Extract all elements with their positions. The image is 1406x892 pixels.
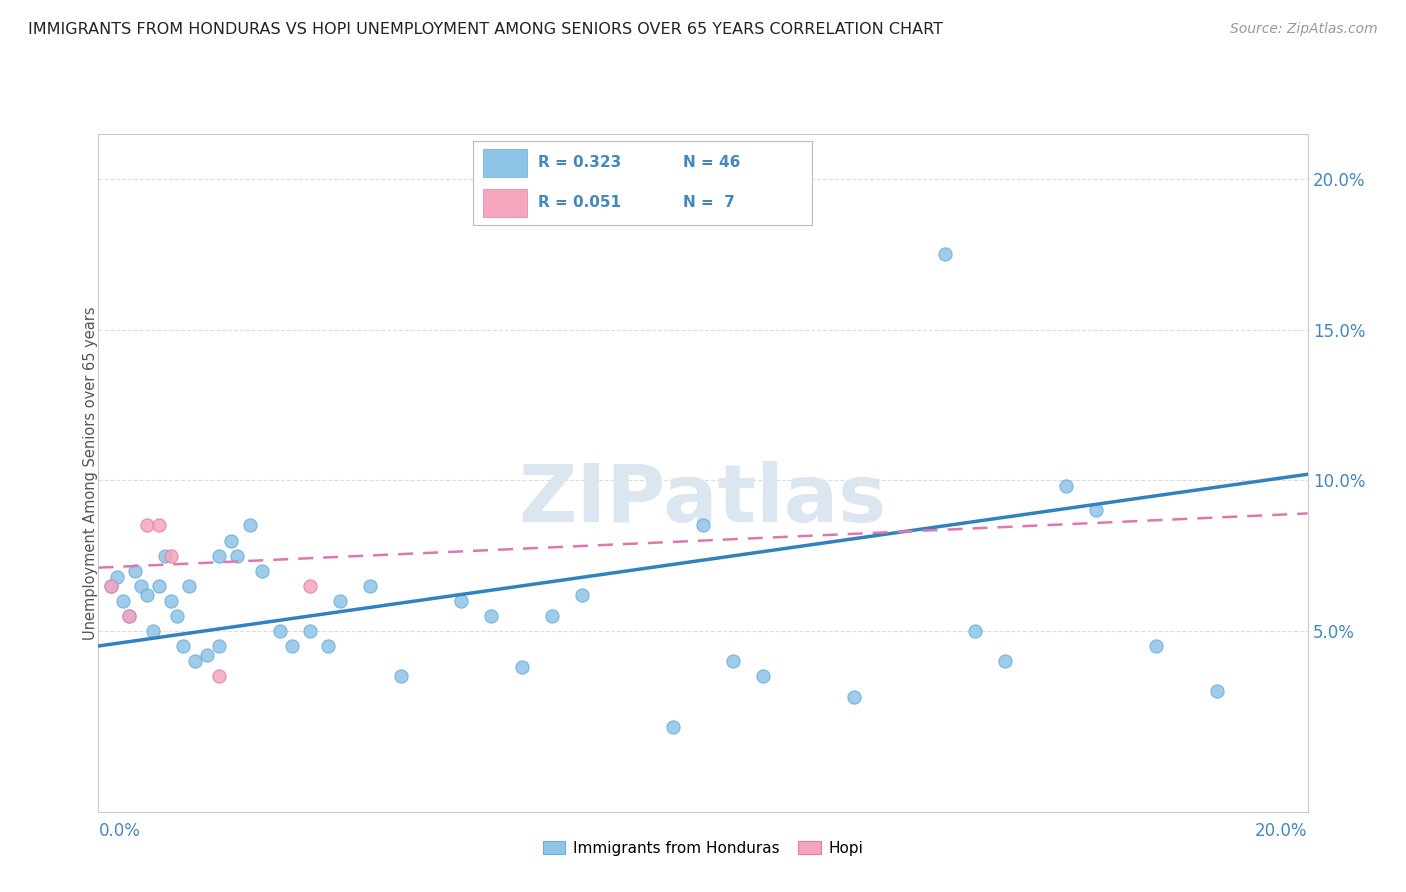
Text: Source: ZipAtlas.com: Source: ZipAtlas.com xyxy=(1230,22,1378,37)
Text: 0.0%: 0.0% xyxy=(98,822,141,840)
Point xyxy=(316,639,339,653)
Point xyxy=(450,594,472,608)
Point xyxy=(142,624,165,638)
Point xyxy=(208,549,231,563)
Point xyxy=(129,579,152,593)
Point xyxy=(269,624,291,638)
Point xyxy=(541,608,564,623)
Point xyxy=(100,579,122,593)
Text: IMMIGRANTS FROM HONDURAS VS HOPI UNEMPLOYMENT AMONG SENIORS OVER 65 YEARS CORREL: IMMIGRANTS FROM HONDURAS VS HOPI UNEMPLO… xyxy=(28,22,943,37)
Legend: Immigrants from Honduras, Hopi: Immigrants from Honduras, Hopi xyxy=(537,834,869,862)
Point xyxy=(844,690,866,705)
Text: 20.0%: 20.0% xyxy=(1256,822,1308,840)
Point xyxy=(571,588,593,602)
Point xyxy=(124,564,146,578)
Point xyxy=(226,549,249,563)
Point xyxy=(135,588,157,602)
Point xyxy=(1054,479,1077,493)
Point xyxy=(281,639,304,653)
Point xyxy=(160,594,183,608)
Point xyxy=(118,608,141,623)
Point xyxy=(965,624,987,638)
Point xyxy=(360,579,382,593)
Point xyxy=(184,654,207,668)
Text: ZIPatlas: ZIPatlas xyxy=(519,461,887,539)
Point xyxy=(208,639,231,653)
Point xyxy=(148,518,170,533)
Point xyxy=(1085,503,1108,517)
Point xyxy=(389,669,412,683)
Point xyxy=(934,247,956,261)
Point xyxy=(752,669,775,683)
Point xyxy=(481,608,503,623)
Point xyxy=(100,579,122,593)
Point xyxy=(166,608,188,623)
Point xyxy=(250,564,273,578)
Point xyxy=(299,624,322,638)
Point xyxy=(135,518,157,533)
Point xyxy=(172,639,194,653)
Point xyxy=(105,570,128,584)
Point xyxy=(994,654,1017,668)
Point xyxy=(111,594,134,608)
Point xyxy=(1146,639,1168,653)
Y-axis label: Unemployment Among Seniors over 65 years: Unemployment Among Seniors over 65 years xyxy=(83,306,97,640)
Point xyxy=(153,549,176,563)
Point xyxy=(299,579,322,593)
Point xyxy=(221,533,243,548)
Point xyxy=(160,549,183,563)
Point xyxy=(239,518,262,533)
Point xyxy=(692,518,714,533)
Point xyxy=(179,579,201,593)
Point xyxy=(723,654,745,668)
Point xyxy=(148,579,170,593)
Point xyxy=(195,648,218,662)
Point xyxy=(510,660,533,674)
Point xyxy=(662,720,685,734)
Point xyxy=(118,608,141,623)
Point xyxy=(1206,684,1229,698)
Point xyxy=(208,669,231,683)
Point xyxy=(329,594,352,608)
